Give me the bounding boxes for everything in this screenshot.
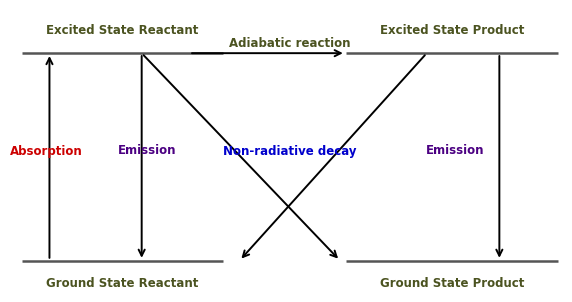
Text: Ground State Product: Ground State Product: [380, 277, 524, 290]
Text: Non-radiative decay: Non-radiative decay: [223, 144, 356, 158]
Text: Ground State Reactant: Ground State Reactant: [46, 277, 198, 290]
Text: Emission: Emission: [118, 144, 177, 158]
Text: Absorption: Absorption: [10, 144, 83, 158]
Text: Excited State Reactant: Excited State Reactant: [46, 24, 198, 37]
Text: Emission: Emission: [426, 144, 484, 158]
Text: Adiabatic reaction: Adiabatic reaction: [229, 37, 351, 50]
Text: Excited State Product: Excited State Product: [380, 24, 524, 37]
